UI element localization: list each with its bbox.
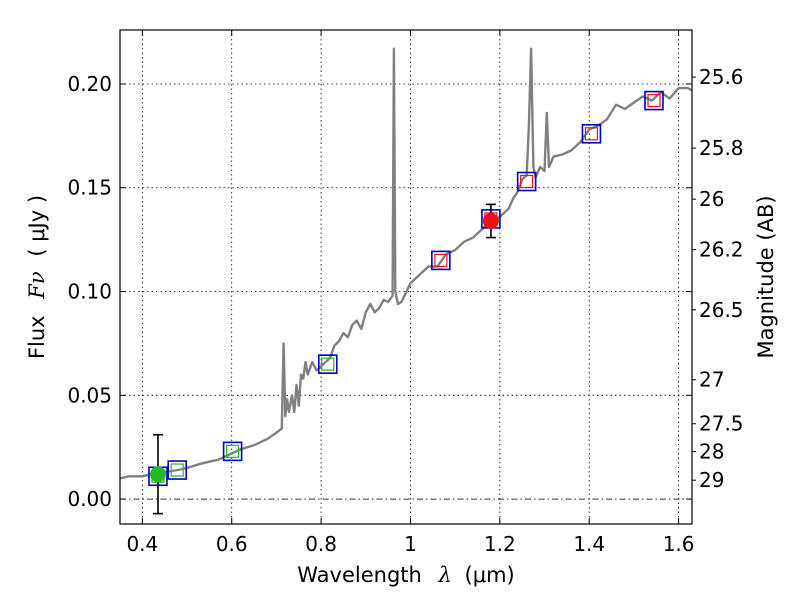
y-axis-label: Flux Fν ( μJy )	[25, 195, 49, 359]
data-point-0	[149, 466, 166, 483]
y-axis-label-symbol: Fν	[25, 271, 49, 300]
y2-tick-label-6: 27.5	[699, 412, 744, 436]
y-axis-label-unit: ( μJy )	[25, 195, 49, 257]
y2-tick-label-2: 26	[699, 187, 724, 211]
y2-tick-label-4: 26.5	[699, 298, 744, 322]
spectrum-layer	[119, 47, 693, 480]
model-box-3	[317, 354, 338, 374]
model-box-inner-6	[520, 174, 534, 189]
x-axis-label: Wavelength λ (μm)	[297, 563, 514, 587]
y2-tick-label-3: 26.2	[699, 238, 744, 262]
x-tick-label-3: 1	[404, 532, 417, 556]
y2-tick-label-5: 27	[699, 368, 724, 392]
x-tick-label-6: 1.6	[663, 532, 695, 556]
model-box-inner-3	[321, 357, 335, 371]
model-box-inner-4	[434, 253, 448, 267]
model-box-inner-1	[170, 463, 184, 477]
y-tick-label-2: 0.10	[67, 280, 112, 304]
x-axis-label-unit: (μm)	[465, 563, 515, 587]
x-tick-label-1: 0.6	[216, 532, 248, 556]
model-box-1	[167, 460, 187, 480]
plot-background	[120, 30, 692, 524]
model-box-4	[431, 250, 451, 271]
model-box-7	[581, 123, 602, 144]
y-tick-label-3: 0.15	[67, 176, 112, 200]
x-tick-label-0: 0.4	[126, 532, 158, 556]
model-box-8	[644, 90, 664, 111]
y-tick-label-4: 0.20	[67, 72, 112, 96]
x-tick-label-4: 1.2	[484, 532, 516, 556]
y2-tick-label-0: 25.6	[699, 65, 744, 89]
y2-axis-label: Magnitude (AB)	[754, 195, 778, 358]
model-box-inner-8	[647, 93, 661, 108]
x-axis-label-prefix: Wavelength	[297, 563, 422, 587]
x-tick-label-2: 0.8	[305, 532, 337, 556]
model-box-inner-7	[584, 127, 599, 141]
y2-tick-label-7: 28	[699, 440, 724, 464]
x-tick-label-5: 1.4	[573, 532, 605, 556]
tick-layer: 0.00 0.05 0.10 0.15 0.20 0.4 0.6 0.8 1 1.2 1.4 1.6 2…	[67, 30, 744, 556]
data-point-1	[482, 212, 499, 229]
marker-layer	[148, 90, 664, 515]
model-box-inner-2	[226, 444, 240, 458]
x-axis-label-symbol: λ	[438, 563, 452, 587]
model-box-2	[222, 441, 243, 462]
y-axis-label-prefix: Flux	[25, 315, 49, 359]
plot-frame	[119, 29, 693, 525]
y-tick-label-0: 0.00	[67, 487, 112, 511]
y2-tick-label-1: 25.8	[699, 136, 744, 160]
model-box-6	[516, 171, 537, 192]
y2-tick-label-8: 29	[699, 468, 724, 492]
y-tick-label-1: 0.05	[67, 383, 112, 407]
spectrum-line	[119, 47, 693, 480]
